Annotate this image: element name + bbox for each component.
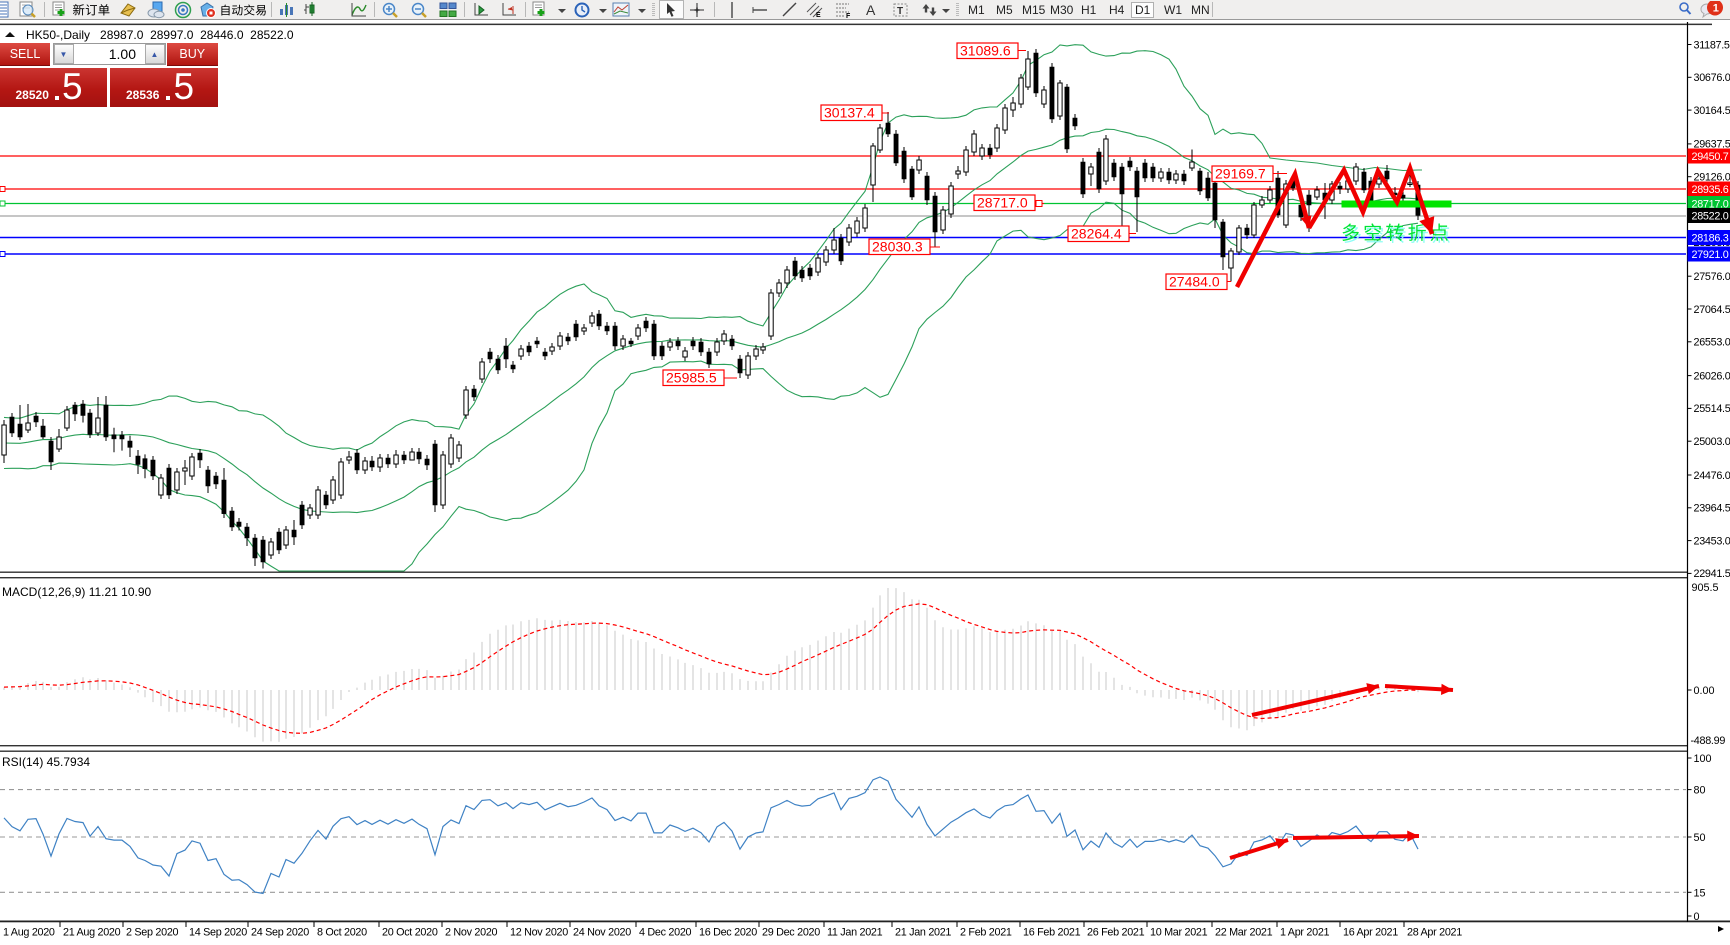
svg-text:2 Feb 2021: 2 Feb 2021 xyxy=(960,927,1012,939)
svg-text:12 Nov 2020: 12 Nov 2020 xyxy=(510,927,568,939)
svg-text:29169.7: 29169.7 xyxy=(1215,166,1266,182)
svg-text:26 Feb 2021: 26 Feb 2021 xyxy=(1087,927,1145,939)
svg-text:1 Aug 2020: 1 Aug 2020 xyxy=(3,927,55,939)
svg-text:80: 80 xyxy=(1694,785,1706,797)
svg-text:11 Jan 2021: 11 Jan 2021 xyxy=(827,927,883,939)
svg-text:4 Dec 2020: 4 Dec 2020 xyxy=(639,927,692,939)
svg-text:30676.0: 30676.0 xyxy=(1694,72,1730,84)
svg-text:10 Mar 2021: 10 Mar 2021 xyxy=(1150,927,1208,939)
svg-text:0: 0 xyxy=(1694,911,1700,923)
svg-text:100: 100 xyxy=(1694,753,1712,765)
svg-text:29 Dec 2020: 29 Dec 2020 xyxy=(762,927,820,939)
svg-text:0.00: 0.00 xyxy=(1694,685,1715,697)
svg-text:8 Oct 2020: 8 Oct 2020 xyxy=(317,927,367,939)
svg-text:T: T xyxy=(897,6,903,17)
svg-text:23453.0: 23453.0 xyxy=(1694,535,1730,547)
svg-text:26553.0: 26553.0 xyxy=(1694,337,1730,349)
svg-text:E: E xyxy=(816,12,821,19)
svg-text:23964.5: 23964.5 xyxy=(1694,503,1730,515)
svg-text:2 Sep 2020: 2 Sep 2020 xyxy=(126,927,179,939)
svg-text:27921.0: 27921.0 xyxy=(1692,249,1729,261)
svg-text:24 Sep 2020: 24 Sep 2020 xyxy=(251,927,309,939)
svg-text:1 Apr 2021: 1 Apr 2021 xyxy=(1280,927,1330,939)
svg-text:21 Aug 2020: 21 Aug 2020 xyxy=(63,927,121,939)
svg-text:22941.5: 22941.5 xyxy=(1694,568,1730,580)
svg-text:22 Mar 2021: 22 Mar 2021 xyxy=(1215,927,1273,939)
svg-text:30164.5: 30164.5 xyxy=(1694,105,1730,117)
svg-text:A: A xyxy=(866,2,876,18)
svg-text:F: F xyxy=(846,13,851,19)
svg-text:RSI(14) 45.7934: RSI(14) 45.7934 xyxy=(2,755,90,769)
svg-text:27064.5: 27064.5 xyxy=(1694,304,1730,316)
svg-text:28186.3: 28186.3 xyxy=(1692,233,1729,245)
svg-text:905.5: 905.5 xyxy=(1692,582,1719,594)
svg-text:50: 50 xyxy=(1694,832,1706,844)
svg-text:28717.0: 28717.0 xyxy=(977,195,1028,211)
svg-text:24476.0: 24476.0 xyxy=(1694,470,1730,482)
svg-text:31187.5: 31187.5 xyxy=(1694,39,1730,51)
svg-text:31089.6: 31089.6 xyxy=(960,43,1011,59)
svg-text:27576.0: 27576.0 xyxy=(1694,271,1730,283)
svg-text:24 Nov 2020: 24 Nov 2020 xyxy=(573,927,631,939)
svg-text:28935.6: 28935.6 xyxy=(1692,184,1729,196)
svg-text:15: 15 xyxy=(1694,887,1706,899)
svg-text:28030.3: 28030.3 xyxy=(872,239,923,255)
svg-text:28522.0: 28522.0 xyxy=(1692,211,1729,223)
svg-text:1: 1 xyxy=(1713,3,1719,15)
svg-text:-488.99: -488.99 xyxy=(1691,735,1726,747)
svg-text:27484.0: 27484.0 xyxy=(1169,274,1220,290)
svg-text:25003.0: 25003.0 xyxy=(1694,436,1730,448)
svg-text:16 Feb 2021: 16 Feb 2021 xyxy=(1023,927,1081,939)
svg-text:26026.0: 26026.0 xyxy=(1694,370,1730,382)
svg-text:25514.5: 25514.5 xyxy=(1694,403,1730,415)
svg-text:21 Jan 2021: 21 Jan 2021 xyxy=(895,927,951,939)
svg-text:30137.4: 30137.4 xyxy=(824,105,875,121)
svg-text:25985.5: 25985.5 xyxy=(666,370,717,386)
svg-text:20 Oct 2020: 20 Oct 2020 xyxy=(382,927,438,939)
svg-text:16 Dec 2020: 16 Dec 2020 xyxy=(699,927,757,939)
svg-text:MACD(12,26,9) 11.21 10.90: MACD(12,26,9) 11.21 10.90 xyxy=(2,585,152,599)
svg-text:28 Apr 2021: 28 Apr 2021 xyxy=(1407,927,1462,939)
svg-text:14 Sep 2020: 14 Sep 2020 xyxy=(189,927,247,939)
svg-text:29450.7: 29450.7 xyxy=(1692,151,1729,163)
svg-text:2 Nov 2020: 2 Nov 2020 xyxy=(445,927,498,939)
svg-text:28264.4: 28264.4 xyxy=(1071,226,1122,242)
svg-text:16 Apr 2021: 16 Apr 2021 xyxy=(1343,927,1398,939)
